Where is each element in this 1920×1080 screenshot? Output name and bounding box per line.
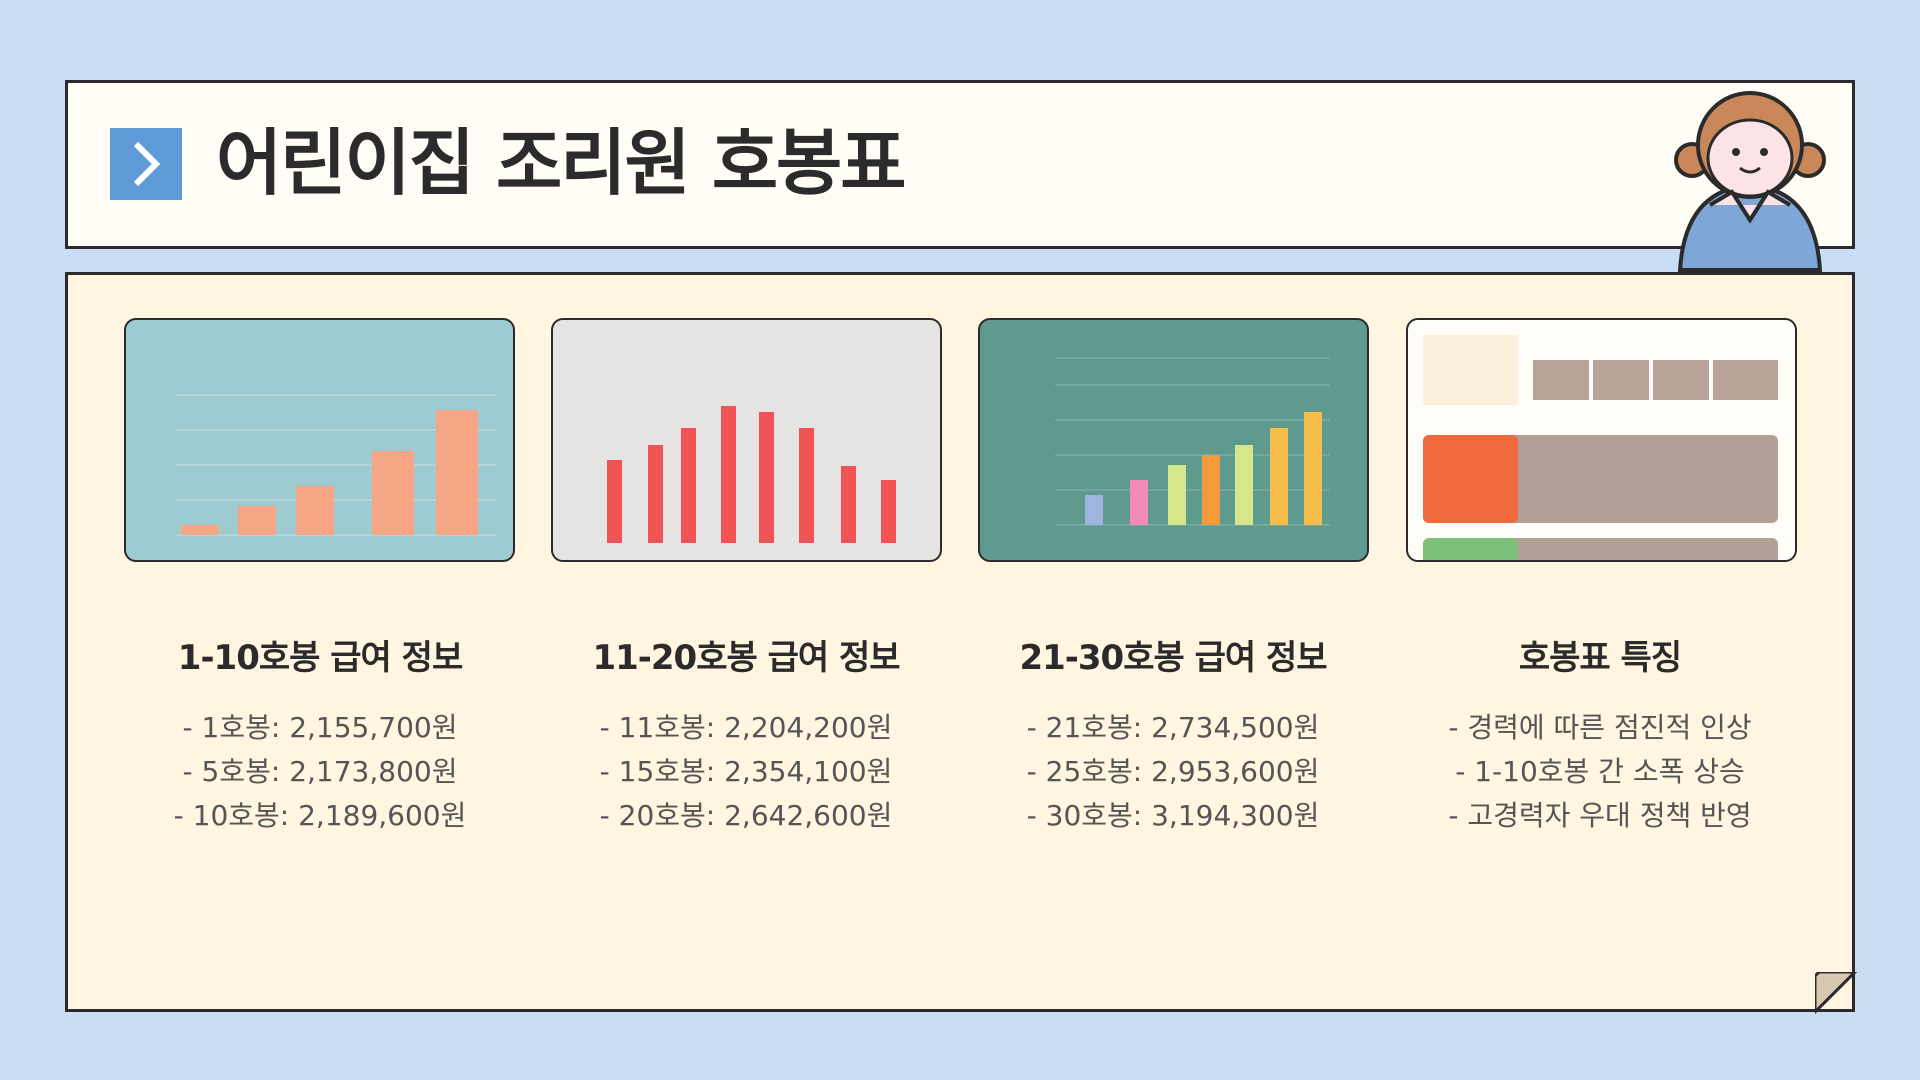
column-item: - 11호봉: 2,204,200원 [599, 711, 893, 744]
column-item: - 25호봉: 2,953,600원 [1026, 755, 1320, 788]
column-heading: 21-30호봉 급여 정보 [1019, 638, 1327, 678]
thumbnail [1406, 318, 1797, 562]
chevron-icon [110, 128, 182, 200]
column-item: - 10호봉: 2,189,600원 [173, 799, 467, 832]
column-item: - 경력에 따른 점진적 인상 [1448, 711, 1752, 744]
column-item: - 1-10호봉 간 소폭 상승 [1455, 755, 1745, 788]
column-item: - 1호봉: 2,155,700원 [182, 711, 458, 744]
column-item: - 고경력자 우대 정책 반영 [1448, 799, 1752, 832]
column: 11-20호봉 급여 정보 - 11호봉: 2,204,200원 - 15호봉: 2… [536, 630, 956, 838]
thumbnail [124, 318, 515, 562]
column: 호봉표 특징 - 경력에 따른 점진적 인상 - 1-10호봉 간 소폭 상승 - 고… [1390, 630, 1810, 838]
thumbnail-chart [607, 406, 896, 543]
column-heading: 1-10호봉 급여 정보 [177, 638, 463, 678]
thumbnail [551, 318, 942, 562]
column: 1-10호봉 급여 정보 - 1호봉: 2,155,700원 - 5호봉: 2,17… [110, 630, 530, 838]
column-item: - 5호봉: 2,173,800원 [182, 755, 458, 788]
column-heading: 호봉표 특징 [1518, 638, 1682, 678]
page-fold [1815, 972, 1857, 1014]
column-item: - 20호봉: 2,642,600원 [599, 799, 893, 832]
thumbnail [978, 318, 1369, 562]
column-item: - 15호봉: 2,354,100원 [599, 755, 893, 788]
header-box: 어린이집 조리원 호봉표 [65, 80, 1855, 249]
character [1674, 91, 1826, 272]
column-heading: 11-20호봉 급여 정보 [592, 638, 900, 678]
chevron [133, 141, 161, 187]
thumbnail-chart [176, 394, 496, 536]
column-item: - 30호봉: 3,194,300원 [1026, 799, 1320, 832]
thumbnail-chart [1055, 357, 1330, 526]
title: 어린이집 조리원 호봉표 [216, 121, 907, 205]
thumbnail-table [1423, 335, 1778, 560]
column: 21-30호봉 급여 정보 - 21호봉: 2,734,500원 - 25호봉: 2… [963, 630, 1383, 838]
column-item: - 21호봉: 2,734,500원 [1026, 711, 1320, 744]
